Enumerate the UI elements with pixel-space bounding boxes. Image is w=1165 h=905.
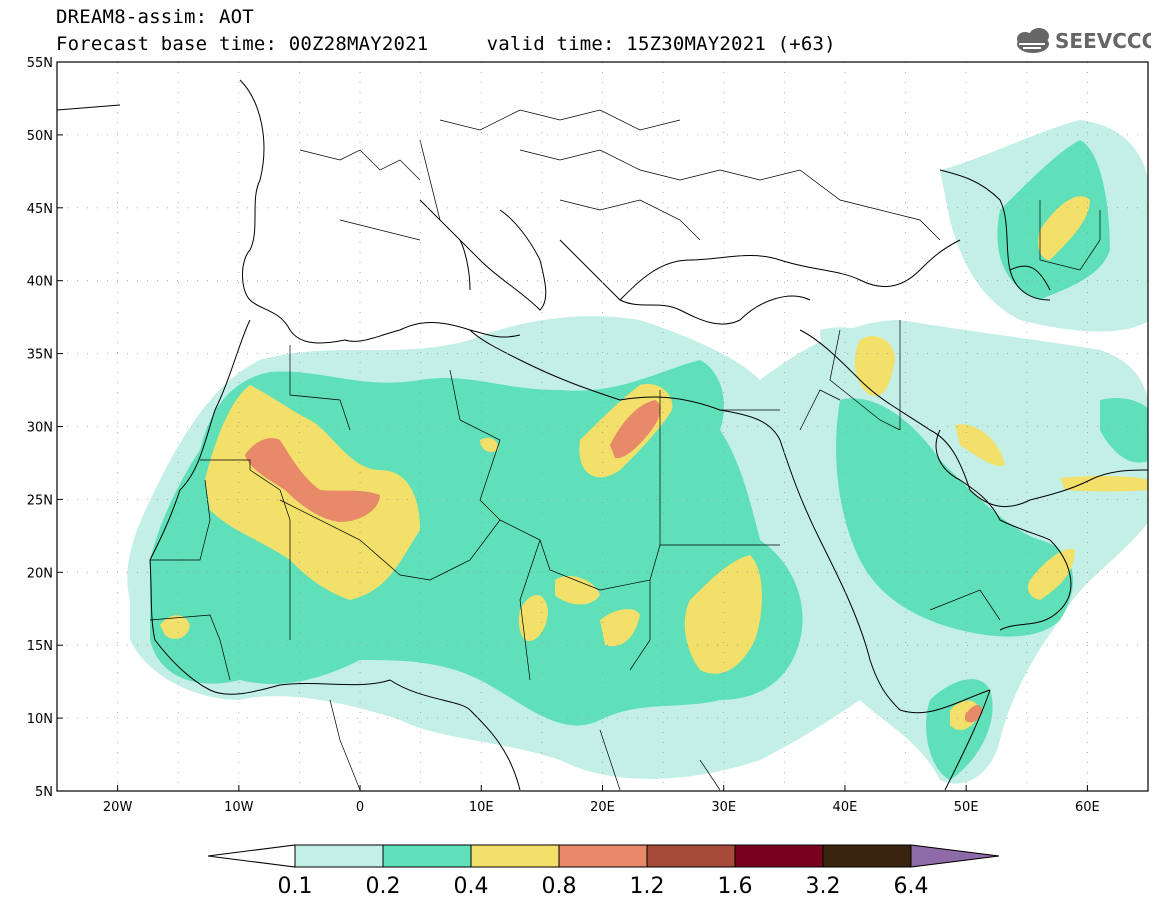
colorbar: 0.1 0.2 0.4 0.8 1.2 1.6 3.2 6.4	[207, 844, 1000, 899]
coastlines	[57, 79, 1148, 791]
longitude-labels: 20W 10W 0 10E 20E 30E 40E 50E 60E	[103, 785, 1100, 815]
logo-text: SEEVCCC	[1055, 29, 1151, 53]
lat-tick-label: 20N	[27, 566, 53, 581]
colorbar-arrow-high	[910, 844, 1000, 868]
colorbar-swatch	[646, 844, 736, 868]
lat-tick-label: 15N	[27, 639, 53, 654]
lon-tick-label: 0	[356, 800, 364, 815]
colorbar-swatch	[470, 844, 560, 868]
colorbar-label: 0.2	[366, 874, 401, 899]
lat-tick-label: 50N	[27, 129, 53, 144]
cloud-icon	[1017, 28, 1049, 53]
lon-tick-label: 40E	[833, 800, 858, 815]
colorbar-label: 0.8	[542, 874, 577, 899]
lon-tick-label: 60E	[1075, 800, 1100, 815]
colorbar-swatch	[294, 844, 384, 868]
lon-tick-label: 30E	[711, 800, 736, 815]
lon-tick-label: 20W	[103, 800, 133, 815]
lat-tick-label: 5N	[35, 785, 53, 800]
lat-tick-label: 35N	[27, 348, 53, 363]
lat-tick-label: 10N	[27, 712, 53, 727]
aot-field	[127, 120, 1148, 784]
lat-tick-label: 25N	[27, 493, 53, 508]
lon-tick-label: 20E	[590, 800, 615, 815]
colorbar-swatch	[734, 844, 824, 868]
latitude-labels: 5N 10N 15N 20N 25N 30N 35N 40N 45N 50N 55N	[27, 56, 63, 800]
colorbar-label: 1.2	[630, 874, 665, 899]
colorbar-swatch	[558, 844, 648, 868]
colorbar-label: 0.4	[454, 874, 489, 899]
lat-tick-label: 30N	[27, 421, 53, 436]
colorbar-arrow-low	[207, 844, 296, 868]
colorbar-label: 6.4	[894, 874, 929, 899]
colorbar-label: 1.6	[718, 874, 753, 899]
lon-tick-label: 10E	[469, 800, 494, 815]
colorbar-label: 0.1	[278, 874, 313, 899]
colorbar-label: 3.2	[806, 874, 841, 899]
forecast-time-line: Forecast base time: 00Z28MAY2021 valid t…	[56, 33, 836, 55]
lat-tick-label: 45N	[27, 202, 53, 217]
map-title: DREAM8-assim: AOT	[56, 6, 254, 28]
lon-tick-label: 50E	[954, 800, 979, 815]
lat-tick-label: 40N	[27, 275, 53, 290]
country-borders	[149, 109, 1101, 791]
lat-tick-label: 55N	[27, 56, 53, 71]
colorbar-swatch	[822, 844, 912, 868]
lon-tick-label: 10W	[224, 800, 254, 815]
seevccc-logo: SEEVCCC	[1017, 28, 1151, 53]
colorbar-swatch	[382, 844, 472, 868]
